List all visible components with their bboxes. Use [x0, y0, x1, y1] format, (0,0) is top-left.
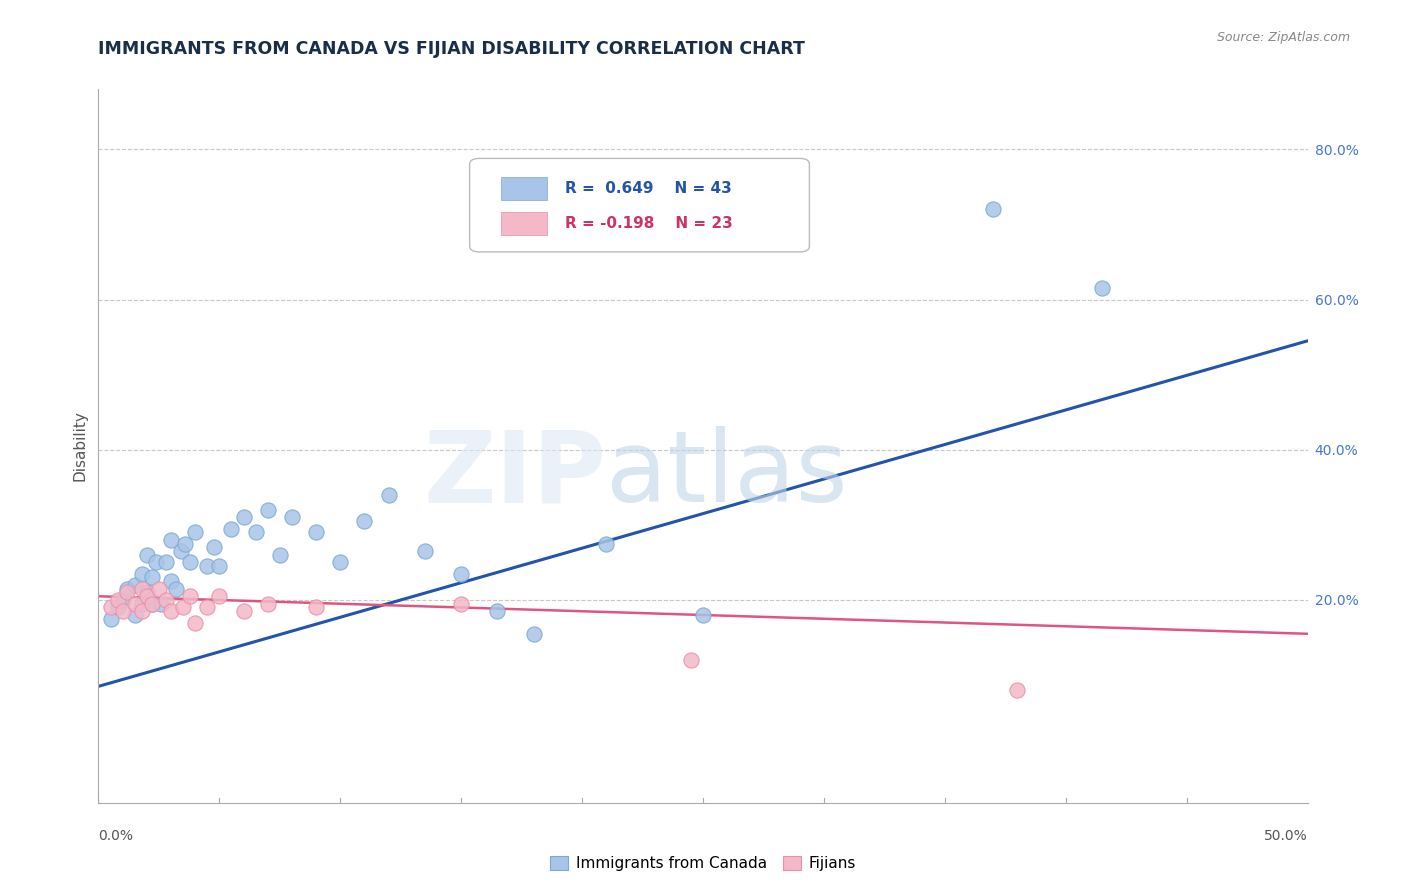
Point [174, 536, 197, 550]
Point [692, 607, 714, 622]
Point [160, 533, 183, 547]
Point [155, 556, 177, 570]
Y-axis label: Disability: Disability [72, 410, 87, 482]
Point [195, 559, 218, 574]
Legend: Immigrants from Canada, Fijians: Immigrants from Canada, Fijians [544, 850, 862, 877]
Point [981, 202, 1004, 217]
FancyBboxPatch shape [470, 159, 810, 252]
Point [155, 593, 177, 607]
Point [245, 525, 267, 540]
Point [221, 522, 243, 536]
Text: IMMIGRANTS FROM CANADA VS FIJIAN DISABILITY CORRELATION CHART: IMMIGRANTS FROM CANADA VS FIJIAN DISABIL… [98, 40, 806, 58]
Point [179, 589, 201, 603]
Point [160, 574, 183, 589]
Point [141, 597, 163, 611]
Point [172, 600, 194, 615]
Point [208, 589, 231, 603]
Point [124, 607, 146, 622]
Point [131, 582, 153, 596]
Point [124, 597, 146, 611]
Point [204, 541, 226, 555]
Text: atlas: atlas [606, 426, 848, 523]
Point [450, 566, 472, 581]
Point [486, 604, 509, 618]
Point [135, 585, 157, 599]
Point [111, 604, 134, 618]
Point [523, 627, 546, 641]
Point [595, 536, 617, 550]
Point [232, 604, 254, 618]
Point [124, 578, 146, 592]
Point [256, 597, 278, 611]
Bar [501, 211, 547, 235]
Point [195, 600, 218, 615]
Point [135, 589, 157, 603]
Point [107, 600, 129, 615]
Text: 50.0%: 50.0% [1264, 829, 1308, 843]
Point [679, 653, 702, 667]
Point [169, 544, 191, 558]
Point [329, 556, 352, 570]
Point [377, 488, 399, 502]
Text: 0.0%: 0.0% [98, 829, 134, 843]
Point [179, 556, 201, 570]
Point [131, 597, 153, 611]
Point [111, 593, 134, 607]
Point [184, 525, 207, 540]
Point [117, 582, 139, 596]
Point [131, 604, 153, 618]
Point [148, 582, 170, 596]
Point [100, 612, 122, 626]
Point [160, 604, 183, 618]
Point [1007, 683, 1029, 698]
Point [131, 566, 153, 581]
Point [165, 582, 187, 596]
Point [269, 548, 291, 562]
Point [281, 510, 304, 524]
Point [150, 597, 173, 611]
Text: ZIP: ZIP [423, 426, 606, 523]
Text: R =  0.649    N = 43: R = 0.649 N = 43 [565, 181, 733, 196]
Point [232, 510, 254, 524]
Text: Source: ZipAtlas.com: Source: ZipAtlas.com [1216, 31, 1350, 45]
Point [450, 597, 472, 611]
Point [184, 615, 207, 630]
Point [305, 525, 328, 540]
Point [107, 593, 129, 607]
Point [353, 514, 375, 528]
Bar [501, 178, 547, 200]
Point [256, 503, 278, 517]
Point [413, 544, 436, 558]
Point [208, 559, 231, 574]
Point [145, 556, 167, 570]
Point [305, 600, 328, 615]
Point [141, 570, 163, 584]
Point [135, 548, 157, 562]
Point [117, 585, 139, 599]
Text: R = -0.198    N = 23: R = -0.198 N = 23 [565, 216, 733, 231]
Point [141, 597, 163, 611]
Point [1091, 281, 1114, 295]
Point [100, 600, 122, 615]
